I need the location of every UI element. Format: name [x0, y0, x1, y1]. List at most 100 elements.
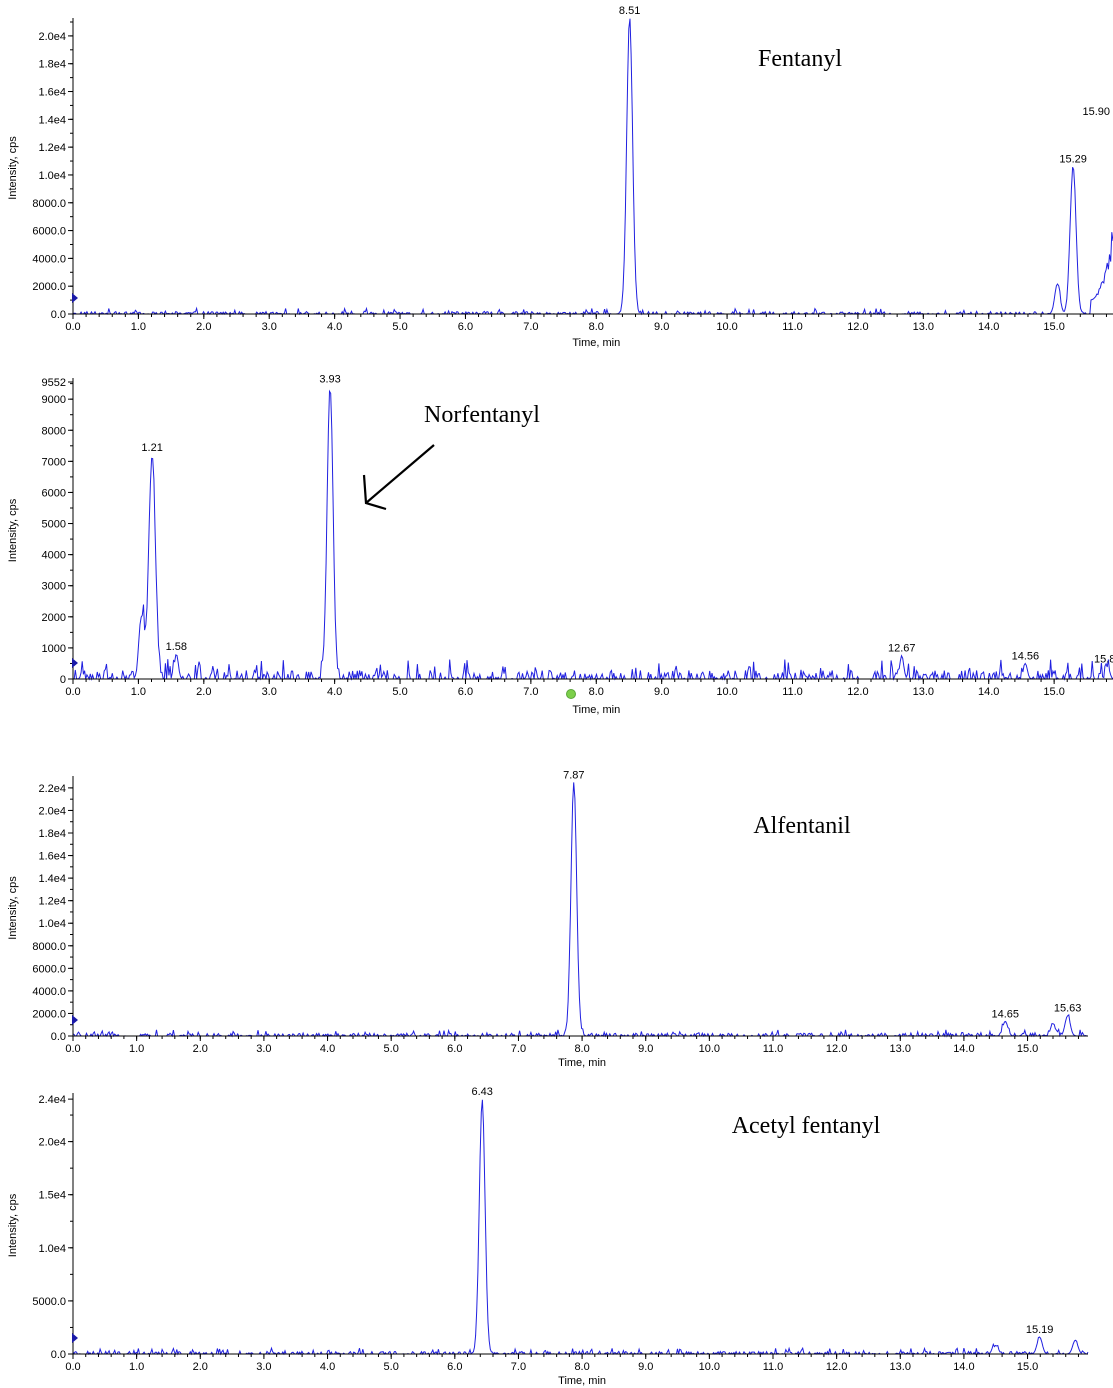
y-tick-label: 3000 [42, 581, 66, 593]
x-tick-label: 10.0 [699, 1043, 720, 1055]
x-tick-label: 3.0 [262, 686, 277, 698]
x-tick-label: 5.0 [392, 686, 407, 698]
x-tick-label: 3.0 [256, 1043, 271, 1055]
y-tick-label: 2.2e4 [38, 783, 66, 795]
x-tick-label: 9.0 [638, 1361, 653, 1373]
x-axis-label: Time, min [572, 337, 620, 349]
y-tick-label: 4000 [42, 550, 66, 562]
chart-panel-2: 0.0 1.0 2.0 3.0 4.0 5.0 6.0 7.0 8.0 9.0 10.0 11.0 12… [7, 374, 1113, 716]
data-label: 12.67 [888, 643, 916, 655]
y-tick-label: 6000.0 [32, 963, 66, 975]
data-label: 6.43 [471, 1086, 492, 1098]
y-tick-label: 1.4e4 [38, 873, 66, 885]
y-axis-label: Intensity, cps [7, 1193, 19, 1257]
x-axis-label: Time, min [558, 1375, 606, 1387]
x-tick-label: 7.0 [523, 321, 538, 333]
y-tick-label: 2.0e4 [38, 805, 66, 817]
baseline-marker [72, 1015, 78, 1025]
y-tick-label: 2.4e4 [38, 1094, 66, 1106]
x-tick-label: 15.0 [1017, 1043, 1038, 1055]
x-tick-label: 5.0 [384, 1043, 399, 1055]
x-tick-label: 0.0 [65, 1361, 80, 1373]
y-tick-label: 1.5e4 [38, 1190, 66, 1202]
data-label: 15.29 [1059, 154, 1087, 166]
x-tick-label: 9.0 [654, 686, 669, 698]
x-tick-label: 4.0 [327, 321, 342, 333]
y-tick-label: 8000.0 [32, 198, 66, 210]
y-axis-label: Intensity, cps [7, 876, 19, 940]
chart-title: Norfentanyl [424, 402, 540, 428]
y-tick-label: 5000.0 [32, 1296, 66, 1308]
x-tick-label: 1.0 [129, 1361, 144, 1373]
x-tick-label: 2.0 [193, 1361, 208, 1373]
x-tick-label: 4.0 [327, 686, 342, 698]
x-tick-label: 15.0 [1043, 321, 1064, 333]
data-label: 15.90 [1082, 106, 1110, 118]
x-tick-label: 10.0 [716, 686, 737, 698]
x-tick-label: 3.0 [262, 321, 277, 333]
cursor-marker [566, 689, 576, 699]
y-tick-label: 4000.0 [32, 253, 66, 265]
baseline-marker [72, 1333, 78, 1343]
x-tick-label: 6.0 [458, 321, 473, 333]
y-tick-label: 1.6e4 [38, 87, 66, 99]
x-tick-label: 1.0 [129, 1043, 144, 1055]
y-tick-label: 8000.0 [32, 941, 66, 953]
data-label: 7.87 [563, 769, 584, 781]
x-tick-label: 13.0 [913, 686, 934, 698]
x-tick-label: 1.0 [131, 686, 146, 698]
y-tick-label: 2000.0 [32, 1008, 66, 1020]
pointer-arrow [362, 444, 576, 699]
x-tick-label: 8.0 [574, 1043, 589, 1055]
y-tick-label: 1.0e4 [38, 1243, 66, 1255]
y-tick-label: 1000 [42, 643, 66, 655]
data-label: 1.21 [141, 442, 162, 454]
chart-title: Alfentanil [753, 813, 851, 839]
x-tick-label: 5.0 [384, 1361, 399, 1373]
y-tick-label: 7000 [42, 456, 66, 468]
y-tick-label: 1.2e4 [38, 896, 66, 908]
y-tick-label: 0 [60, 674, 66, 686]
series-line [72, 782, 1088, 1038]
x-tick-label: 13.0 [913, 321, 934, 333]
y-tick-label: 4000.0 [32, 986, 66, 998]
x-tick-label: 10.0 [699, 1361, 720, 1373]
chart-title: Acetyl fentanyl [732, 1113, 881, 1139]
x-tick-label: 0.0 [65, 686, 80, 698]
y-axis-label: Intensity, cps [7, 136, 19, 200]
x-tick-label: 9.0 [654, 321, 669, 333]
chart-panel-1: 0.0 1.0 2.0 3.0 4.0 5.0 6.0 7.0 8.0 9.0 10.0 11.0 12… [7, 5, 1113, 349]
x-tick-label: 11.0 [763, 1043, 784, 1055]
baseline-marker [72, 658, 78, 668]
x-tick-label: 15.0 [1017, 1361, 1038, 1373]
arrow-head [362, 474, 387, 511]
y-tick-label: 0.0 [51, 1031, 66, 1043]
x-tick-label: 12.0 [826, 1043, 847, 1055]
y-tick-label: 1.0e4 [38, 918, 66, 930]
chart-title: Fentanyl [758, 46, 842, 72]
x-tick-label: 6.0 [447, 1043, 462, 1055]
y-tick-label: 9000 [42, 394, 66, 406]
y-tick-label: 9552 [42, 377, 66, 389]
x-tick-label: 13.0 [890, 1361, 911, 1373]
data-label: 15.19 [1026, 1324, 1054, 1336]
y-tick-label: 6000 [42, 487, 66, 499]
x-tick-label: 4.0 [320, 1361, 335, 1373]
y-tick-label: 5000 [42, 519, 66, 531]
y-tick-label: 1.8e4 [38, 828, 66, 840]
x-tick-label: 3.0 [256, 1361, 271, 1373]
x-tick-label: 0.0 [65, 1043, 80, 1055]
x-tick-label: 6.0 [458, 686, 473, 698]
x-axis-label: Time, min [572, 704, 620, 716]
y-axis-label: Intensity, cps [7, 498, 19, 562]
x-tick-label: 8.0 [574, 1361, 589, 1373]
x-tick-label: 13.0 [890, 1043, 911, 1055]
x-axis-label: Time, min [558, 1057, 606, 1069]
x-tick-label: 14.0 [953, 1361, 974, 1373]
y-tick-label: 1.0e4 [38, 170, 66, 182]
x-tick-label: 11.0 [782, 321, 803, 333]
x-tick-label: 14.0 [953, 1043, 974, 1055]
x-tick-label: 11.0 [782, 686, 803, 698]
x-tick-label: 2.0 [196, 321, 211, 333]
x-tick-label: 12.0 [847, 321, 868, 333]
